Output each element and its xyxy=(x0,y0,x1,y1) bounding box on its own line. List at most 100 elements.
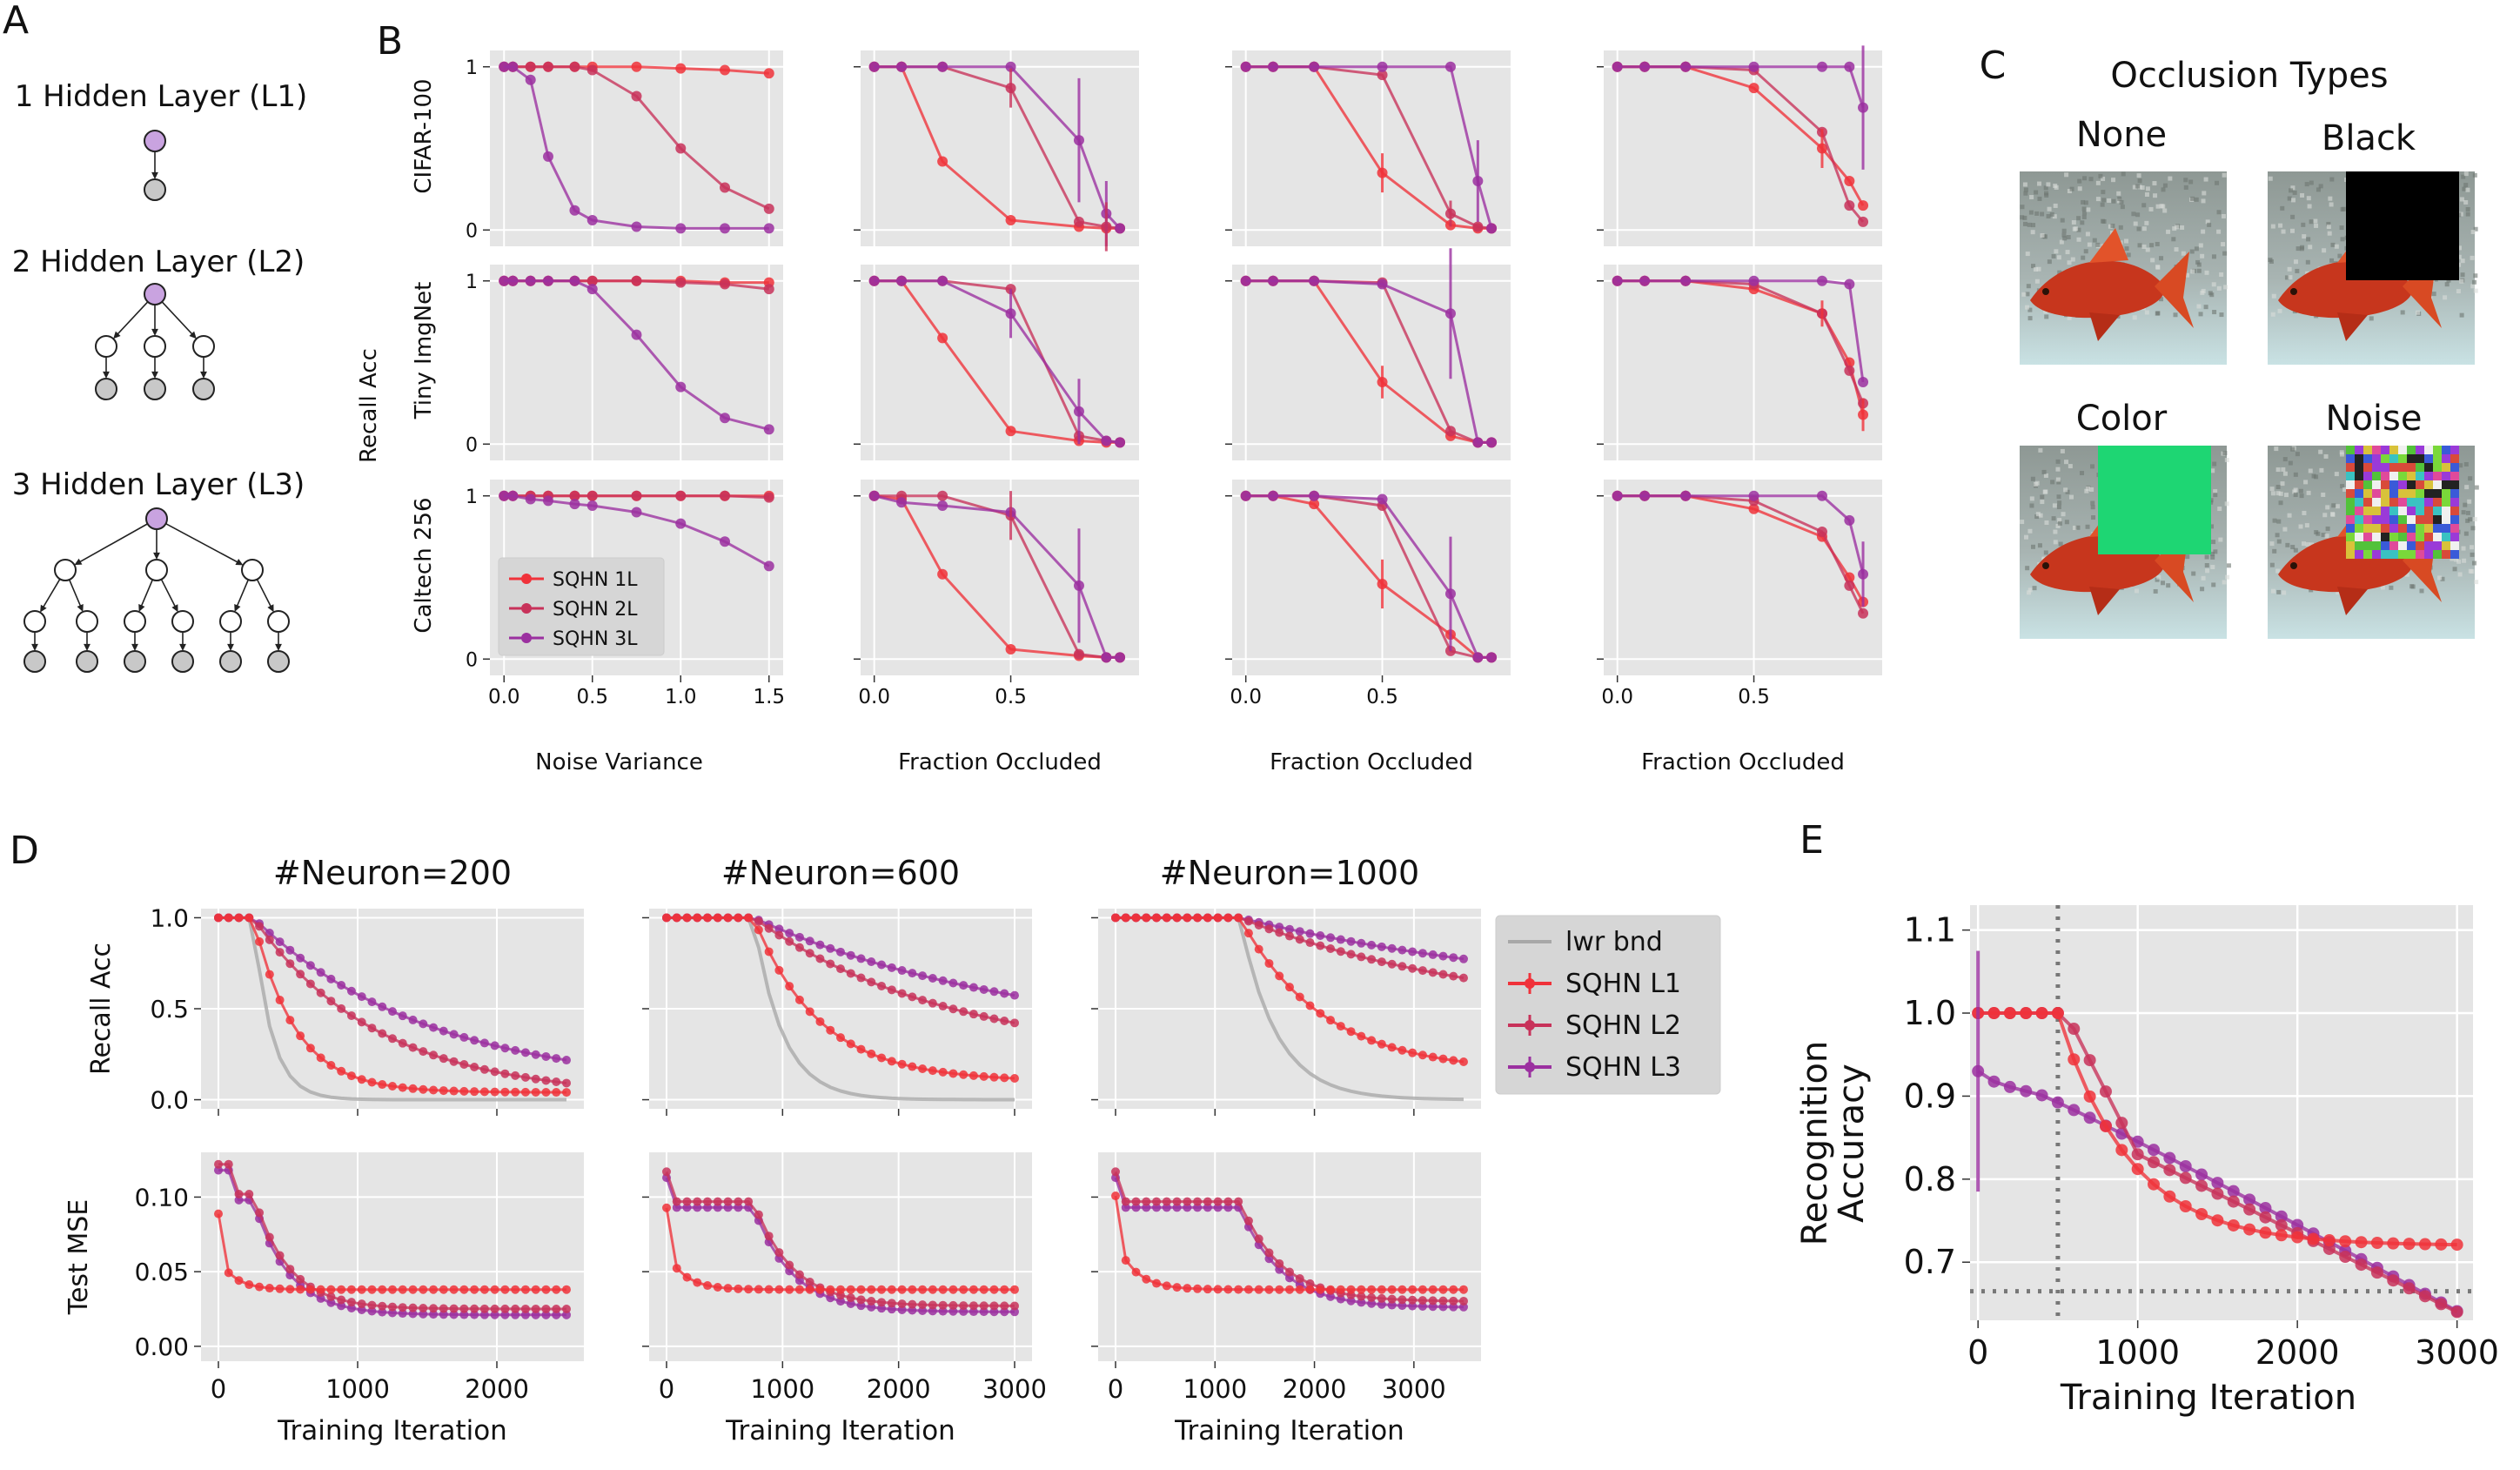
e-data-point xyxy=(2148,1144,2161,1157)
speckle xyxy=(2067,315,2072,320)
speckle xyxy=(2282,527,2288,532)
noise-pixel xyxy=(2407,463,2416,472)
speckle xyxy=(2075,525,2081,530)
d-data-point xyxy=(419,1309,428,1319)
d-data-point xyxy=(887,985,896,995)
b-row-label-1: Tiny ImgNet xyxy=(411,282,437,420)
speckle xyxy=(2218,537,2223,542)
e-data-point xyxy=(2339,1235,2352,1248)
leaf-node xyxy=(124,650,146,673)
noise-pixel xyxy=(2381,480,2389,489)
d-data-point xyxy=(305,1044,315,1053)
d-data-point xyxy=(275,996,285,1005)
d-top-axes-1 xyxy=(642,909,1032,1116)
d-xtick-label: 3000 xyxy=(982,1374,1047,1404)
speckle xyxy=(2081,255,2086,260)
speckle xyxy=(2022,215,2027,220)
e-xtick-label: 0 xyxy=(1967,1333,1988,1372)
edge xyxy=(236,579,250,607)
d-data-point xyxy=(794,1276,804,1285)
speckle xyxy=(2095,197,2101,202)
noise-pixel xyxy=(2407,524,2416,533)
b-axes-r1-c2 xyxy=(1225,248,1511,460)
b-ytick-label: 1 xyxy=(466,272,478,293)
d-data-point xyxy=(908,1285,917,1294)
d-data-point xyxy=(1183,1197,1192,1206)
speckle xyxy=(2120,205,2125,210)
b-data-point xyxy=(1844,365,1855,376)
b-data-point xyxy=(1005,61,1016,72)
speckle xyxy=(2282,457,2288,462)
speckle xyxy=(2460,258,2465,264)
noise-pixel xyxy=(2450,515,2459,524)
d-data-point xyxy=(887,1305,896,1314)
e-ytick-label: 1.0 xyxy=(1904,994,1956,1032)
speckle xyxy=(2196,304,2202,309)
d-data-point xyxy=(1243,916,1253,926)
speckle xyxy=(2269,487,2275,492)
hidden-node xyxy=(171,610,194,633)
arrowhead xyxy=(84,643,90,651)
e-data-point xyxy=(2370,1237,2383,1250)
d-data-point xyxy=(1367,1299,1377,1308)
panel-b: NoiseNoise VarianceBlack OcclusionFracti… xyxy=(356,45,1882,775)
speckle xyxy=(2026,590,2031,595)
speckle xyxy=(2064,172,2069,178)
d-data-point xyxy=(1387,1294,1397,1304)
d-data-point xyxy=(326,1292,336,1301)
b-data-point xyxy=(1858,607,1869,619)
speckle xyxy=(2202,191,2207,196)
speckle xyxy=(2211,540,2216,545)
arrowhead xyxy=(131,643,138,651)
d-legend-label-3: SQHN L3 xyxy=(1565,1052,1681,1083)
noise-pixel xyxy=(2372,507,2381,515)
speckle xyxy=(2071,219,2076,225)
speckle xyxy=(2140,185,2145,191)
speckle xyxy=(2269,562,2275,567)
speckle xyxy=(2198,312,2203,317)
speckle xyxy=(2159,256,2164,261)
b-data-point xyxy=(868,490,880,501)
e-data-point xyxy=(2211,1214,2224,1227)
d-data-point xyxy=(511,1304,520,1313)
d-data-point xyxy=(1428,1296,1438,1306)
d-xtick-label: 2000 xyxy=(465,1374,529,1404)
d-data-point xyxy=(479,1064,489,1074)
d-data-point xyxy=(224,913,233,923)
noise-pixel xyxy=(2363,498,2372,507)
d-data-point xyxy=(815,1017,825,1026)
e-xtick-label: 3000 xyxy=(2415,1333,2499,1372)
d-data-point xyxy=(296,1031,305,1041)
d-data-point xyxy=(968,1010,978,1019)
d-data-point xyxy=(754,1285,763,1294)
e-data-point xyxy=(2243,1223,2256,1236)
d-data-point xyxy=(479,1310,489,1319)
d-data-point xyxy=(419,1285,428,1294)
d-data-point xyxy=(968,983,978,992)
arrowhead xyxy=(103,371,110,379)
speckle xyxy=(2369,316,2374,321)
occlusion-types-title: Occlusion Types xyxy=(2110,56,2388,96)
noise-pixel xyxy=(2372,541,2381,550)
speckle xyxy=(2468,568,2473,574)
leaf-node xyxy=(192,378,215,400)
speckle xyxy=(2030,476,2035,481)
noise-pixel xyxy=(2450,480,2459,489)
occlusion-label-noise: Noise xyxy=(2326,399,2423,439)
noise-pixel xyxy=(2398,515,2407,524)
d-data-point xyxy=(1418,1050,1427,1060)
noise-pixel xyxy=(2372,498,2381,507)
hidden-node xyxy=(145,559,168,581)
e-data-point xyxy=(2211,1177,2224,1190)
b-data-point xyxy=(586,490,598,501)
d-data-point xyxy=(1162,1281,1171,1291)
b-data-point xyxy=(1309,275,1320,286)
d-data-point xyxy=(1285,1273,1294,1283)
speckle xyxy=(2137,178,2142,184)
d-data-point xyxy=(214,1159,223,1169)
d-data-point xyxy=(419,1303,428,1312)
b-data-point xyxy=(542,61,553,72)
b-data-point xyxy=(507,490,519,501)
d-data-point xyxy=(388,1302,397,1312)
d-data-point xyxy=(734,1197,743,1206)
